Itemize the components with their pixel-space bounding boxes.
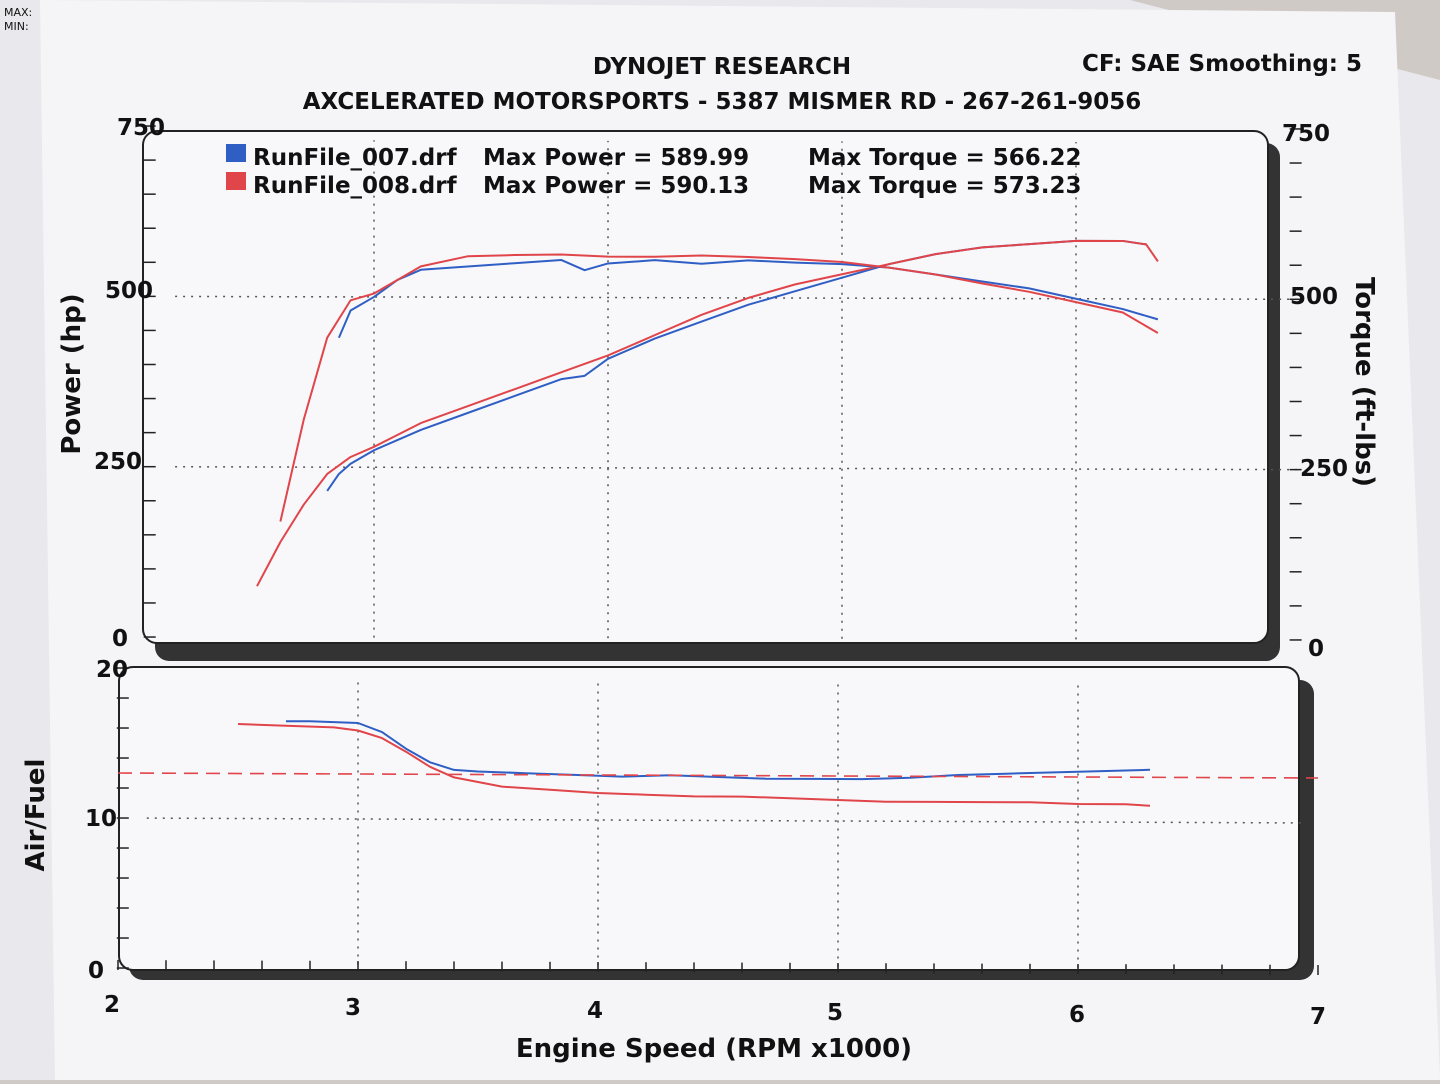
power-panel-ticks <box>143 125 1302 641</box>
correction-info: CF: SAE Smoothing: 5 <box>1082 51 1362 77</box>
power-torque-curves <box>256 239 1159 587</box>
series-line-runfile-007-drf-torque <box>337 258 1159 339</box>
torque-tick-250: 250 <box>1300 456 1348 482</box>
rpm-tick-6: 6 <box>1069 1002 1085 1028</box>
torque-tick-750: 750 <box>1282 121 1330 147</box>
power-gridline-y <box>175 466 1299 471</box>
legend-max-power-run007: Max Power = 589.99 <box>483 145 749 171</box>
power-tick-750: 750 <box>117 115 165 141</box>
legend-name-run008: RunFile_008.drf <box>253 173 458 199</box>
afr-axis-title: Air/Fuel <box>21 759 51 872</box>
legend-swatch-run007 <box>226 144 246 162</box>
rpm-tick-5: 5 <box>827 1000 843 1026</box>
afr-tick-10: 10 <box>85 806 117 832</box>
legend: RunFile_007.drf Max Power = 589.99 Max T… <box>226 144 1082 199</box>
power-tick-500: 500 <box>105 278 153 304</box>
legend-name-run007: RunFile_007.drf <box>253 145 458 171</box>
rpm-axis-title: Engine Speed (RPM x1000) <box>516 1034 912 1064</box>
legend-max-power-run008: Max Power = 590.13 <box>483 173 749 199</box>
power-tick-0: 0 <box>112 626 128 652</box>
afr-gridline-y <box>146 817 1307 824</box>
legend-max-torque-run007: Max Torque = 566.22 <box>808 145 1082 171</box>
series-line-runfile-008-drf-air-fuel <box>237 723 1151 807</box>
rpm-tick-4: 4 <box>587 998 603 1024</box>
power-axis-title: Power (hp) <box>57 293 87 454</box>
series-line-target <box>117 772 1319 779</box>
power-panel <box>142 130 1269 644</box>
shop-info: AXCELERATED MOTORSPORTS - 5387 MISMER RD… <box>303 89 1142 115</box>
max-label: MAX: <box>4 6 32 19</box>
afr-panel-ticks <box>116 667 1319 975</box>
series-line-runfile-008-drf-torque <box>279 253 1159 522</box>
power-tick-250: 250 <box>94 449 142 475</box>
afr-tick-20: 20 <box>96 657 128 683</box>
legend-swatch-run008 <box>226 172 246 190</box>
power-panel-grid <box>175 140 1299 640</box>
torque-tick-0: 0 <box>1308 636 1324 662</box>
afr-curves <box>117 720 1319 807</box>
afr-tick-0: 0 <box>88 958 104 984</box>
rpm-tick-2: 2 <box>104 992 120 1018</box>
afr-panel-grid <box>146 676 1307 968</box>
rpm-tick-7: 7 <box>1310 1004 1326 1030</box>
legend-max-torque-run008: Max Torque = 573.23 <box>808 173 1082 199</box>
series-line-runfile-008-drf-power <box>256 239 1159 587</box>
afr-panel <box>118 666 1300 971</box>
rpm-tick-3: 3 <box>345 995 361 1021</box>
torque-axis-title: Torque (ft-lbs) <box>1349 277 1379 487</box>
report-title: DYNOJET RESEARCH <box>593 54 851 80</box>
torque-tick-500: 500 <box>1290 284 1338 310</box>
min-label: MIN: <box>4 20 29 33</box>
power-gridline-y <box>175 295 1299 301</box>
